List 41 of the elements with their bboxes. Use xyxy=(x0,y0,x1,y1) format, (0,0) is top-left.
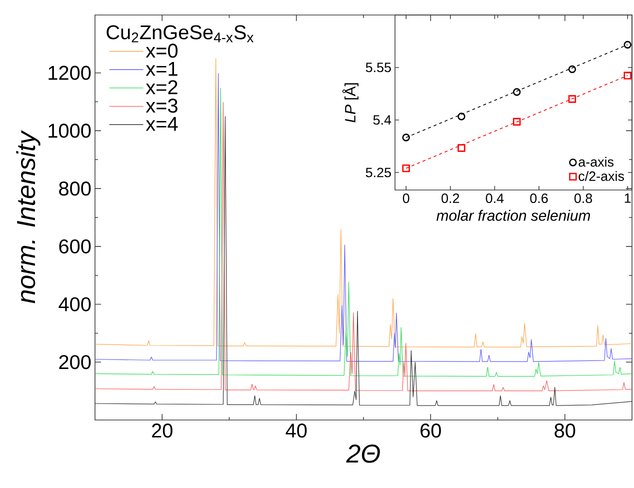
x-tick-label: 0.4 xyxy=(486,194,504,204)
legend-label: x=2 xyxy=(146,80,178,94)
y-tick-label: 1000 xyxy=(48,124,91,138)
x-tick-label: 80 xyxy=(554,424,576,438)
x-tick-label: 1 xyxy=(624,194,631,203)
legend-label: x=1 xyxy=(146,62,178,76)
point xyxy=(568,95,576,103)
x-tick-label: 20 xyxy=(152,424,172,438)
x-tick-label: 40 xyxy=(286,424,307,438)
point xyxy=(512,118,521,126)
y-axis-title: LP [Å] xyxy=(342,83,358,122)
point xyxy=(402,134,410,142)
legend-label: c/2-axis xyxy=(578,171,624,181)
legend-label: x=3 xyxy=(146,98,178,113)
legend-label: a-axis xyxy=(578,156,614,167)
point xyxy=(402,164,410,172)
x-tick-label: 0.8 xyxy=(574,194,592,204)
y-tick-label: 400 xyxy=(58,297,91,312)
y-tick-label: 1200 xyxy=(48,66,91,80)
x-tick-label: 0.6 xyxy=(530,194,548,204)
y-axis-title: norm. Intensity xyxy=(16,130,40,304)
point xyxy=(512,88,521,96)
legend-label: x=4 xyxy=(146,117,178,131)
y-tick-label: 600 xyxy=(59,239,91,254)
y-tick-label: 200 xyxy=(59,355,91,370)
point xyxy=(624,72,632,80)
legend-label: x=0 xyxy=(146,44,178,58)
legend-title: Cu$_{2}$ZnGeSe$_{4-x}$S$_{x}$ xyxy=(106,25,254,42)
x-axis-title: 2Θ xyxy=(346,444,380,463)
point xyxy=(458,144,466,152)
point xyxy=(458,112,466,120)
x-axis-title: molar fraction selenium xyxy=(436,210,590,221)
y-tick-label: 5.55 xyxy=(366,62,391,72)
point xyxy=(568,65,576,74)
y-tick-label: 5.4 xyxy=(373,115,392,125)
point xyxy=(624,40,632,49)
x-tick-label: 60 xyxy=(420,424,441,438)
y-tick-label: 5.25 xyxy=(366,168,391,178)
x-tick-label: 0 xyxy=(402,194,410,204)
x-tick-label: 0.2 xyxy=(442,194,460,204)
y-tick-label: 800 xyxy=(59,182,91,196)
